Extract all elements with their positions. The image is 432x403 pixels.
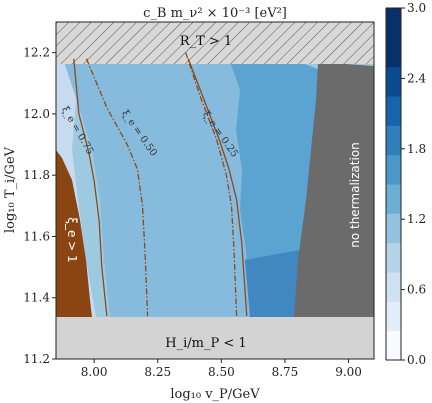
- colorbar: 0.0 0.6 1.2 1.8 2.4 3.0: [385, 1, 426, 367]
- x-axis: 8.00 8.25 8.50 8.75 9.00: [81, 359, 362, 379]
- contour-lines: [73, 52, 248, 317]
- colorbar-level: [386, 213, 401, 244]
- contour-line: [85, 58, 149, 317]
- colorbar-tick-label: 0.0: [407, 353, 426, 367]
- contour-line: [187, 58, 248, 317]
- colorbar-level: [386, 242, 401, 273]
- colorbar-level: [386, 184, 401, 214]
- colorbar-level: [386, 66, 401, 97]
- colorbar-tick-label: 1.8: [407, 142, 426, 156]
- x-tick-label: 8.25: [144, 365, 171, 379]
- colorbar-tick-label: 1.2: [407, 212, 426, 226]
- region-xi-gt-1: [56, 150, 92, 317]
- colorbar-level: [386, 37, 401, 68]
- colorbar-level: [386, 330, 401, 361]
- label-rt-gt-1: R_T > 1: [180, 34, 232, 49]
- band-right-dark: [245, 250, 300, 317]
- plot-area: [56, 22, 374, 359]
- x-axis-label: log₁₀ v_P/GeV: [170, 387, 260, 402]
- y-tick-label: 12.2: [23, 46, 50, 60]
- colorbar-level: [386, 8, 401, 38]
- colorbar-tick-label: 2.4: [407, 71, 426, 85]
- colorbar-tick-label: 3.0: [407, 1, 426, 15]
- y-tick-label: 11.6: [23, 229, 50, 243]
- colorbar-level: [386, 125, 401, 156]
- region-hi-lt-1: [56, 317, 374, 359]
- y-tick-label: 12.0: [23, 107, 50, 121]
- colorbar-level: [386, 154, 401, 185]
- region-no-thermalization: [294, 62, 374, 317]
- contour-line: [73, 58, 108, 317]
- band-mid: [64, 62, 250, 317]
- label-no-thermalization: no thermalization: [348, 142, 362, 248]
- chart-title: c_B m_ν² × 10⁻³ [eV²]: [143, 6, 287, 21]
- plot-frame: [55, 21, 375, 360]
- colorbar-level: [386, 96, 401, 126]
- y-tick-label: 11.4: [23, 291, 50, 305]
- label-xi-gt-1: ξ_e > 1: [65, 217, 79, 262]
- colorbar-tick-label: 0.6: [407, 283, 426, 297]
- colorbar-level: [386, 272, 401, 302]
- x-tick-label: 8.50: [208, 365, 235, 379]
- y-axis-label: log₁₀ T_i/GeV: [3, 146, 18, 233]
- x-tick-label: 9.00: [335, 365, 362, 379]
- contour-line: [185, 52, 238, 317]
- y-axis: 11.2 11.4 11.6 11.8 12.0 12.2: [23, 46, 56, 366]
- x-tick-label: 8.75: [272, 365, 299, 379]
- y-tick-label: 11.8: [23, 168, 50, 182]
- colorbar-level: [386, 301, 401, 332]
- x-tick-label: 8.00: [81, 365, 108, 379]
- region-rt-gt-1: [56, 22, 374, 64]
- y-tick-label: 11.2: [23, 352, 50, 366]
- colorbar-frame: [385, 7, 402, 361]
- label-hi-lt-1: H_i/m_P < 1: [165, 336, 246, 351]
